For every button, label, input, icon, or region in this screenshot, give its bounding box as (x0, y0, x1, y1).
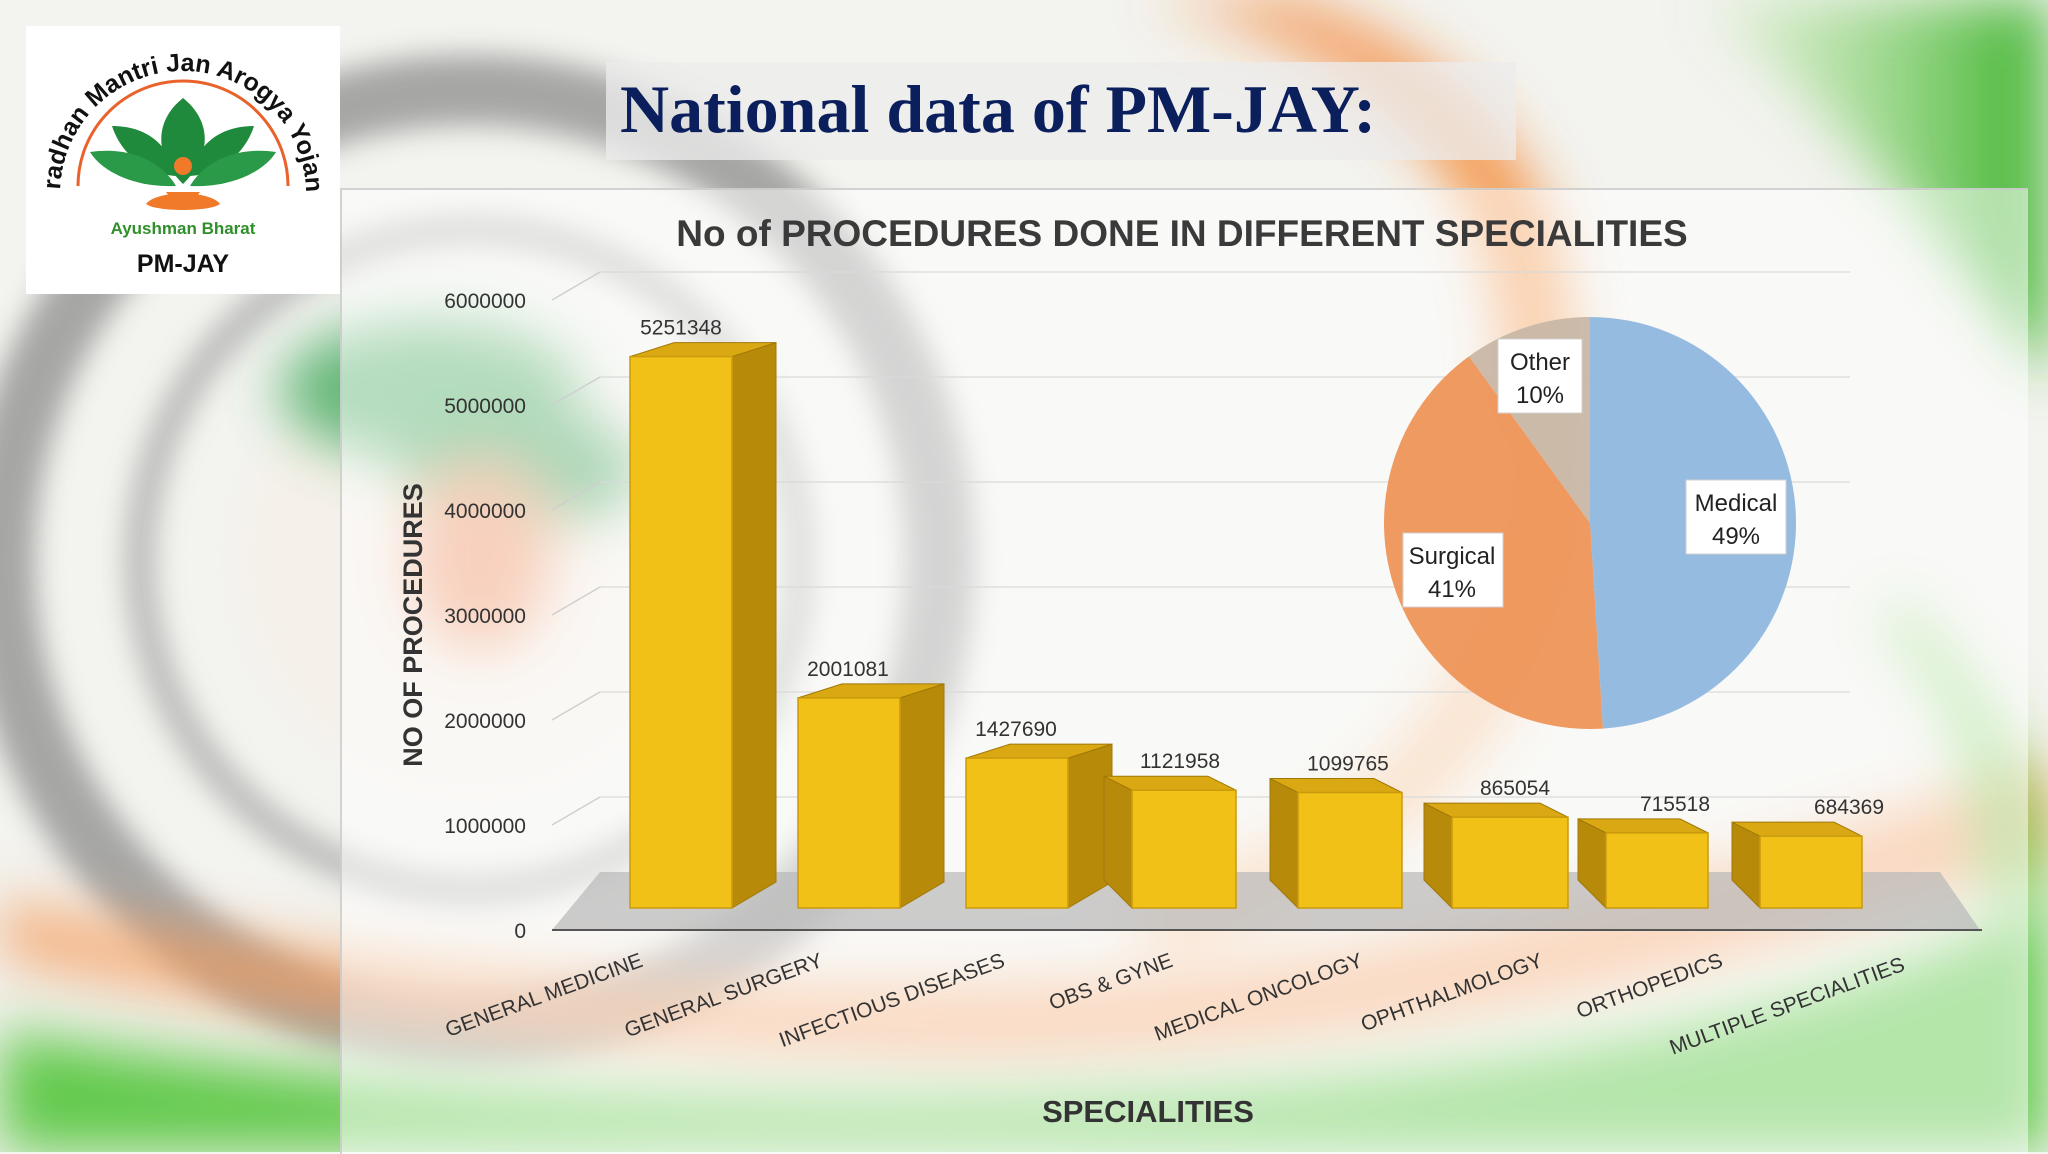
pie-percent: 10% (1516, 382, 1564, 409)
page-title: National data of PM-JAY: (620, 71, 1377, 147)
pie-label-box (1685, 479, 1787, 555)
x-tick-label: ORTHOPEDICS (1573, 949, 1725, 1023)
x-axis-label: SPECIALITIES (1042, 1094, 1254, 1129)
bar-side (899, 683, 945, 909)
y-tick-label: 0 (514, 920, 526, 943)
chart-panel (340, 188, 2028, 1154)
gridline-slant (551, 796, 601, 826)
gridline-slant (551, 376, 601, 406)
y-tick-label: 5000000 (444, 395, 526, 418)
pie-percent: 49% (1712, 523, 1760, 550)
bar-side (731, 341, 777, 909)
data-label: 5251348 (640, 317, 722, 340)
bar (1297, 791, 1403, 909)
data-label: 1099765 (1307, 753, 1389, 776)
gridline-slant (551, 271, 601, 301)
pmjay-logo: Pradhan Mantri Jan Arogya Yojana Ayushma… (26, 26, 340, 294)
bar (1131, 789, 1237, 909)
x-tick-label: GENERAL MEDICINE (442, 949, 645, 1042)
y-axis-label: NO OF PROCEDURES (398, 483, 428, 767)
logo-brand: PM-JAY (137, 250, 229, 278)
data-label: 865054 (1480, 777, 1550, 800)
y-tick-label: 6000000 (444, 290, 526, 313)
chart-title: No of PROCEDURES DONE IN DIFFERENT SPECI… (676, 213, 1687, 254)
x-tick-label: OBS & GYNE (1046, 949, 1176, 1015)
bar (797, 697, 901, 909)
pie-label-box (1497, 338, 1583, 414)
title-band (606, 62, 1516, 160)
y-tick-label: 4000000 (444, 500, 526, 523)
gridline-slant (551, 481, 601, 511)
bar (1451, 816, 1569, 909)
data-label: 684369 (1814, 796, 1884, 819)
x-tick-label: OPHTHALMOLOGY (1358, 949, 1546, 1036)
bar (629, 355, 733, 909)
bar (965, 757, 1069, 909)
pie-label-box (1402, 532, 1504, 608)
logo-subtitle: Ayushman Bharat (111, 219, 256, 238)
lotus-icon (90, 98, 276, 210)
bar (1605, 832, 1709, 909)
gridline-slant (551, 586, 601, 616)
data-label: 1427690 (975, 718, 1057, 741)
y-tick-label: 2000000 (444, 710, 526, 733)
data-label: 1121958 (1140, 750, 1220, 773)
pie-percent: 41% (1428, 576, 1476, 603)
data-label: 715518 (1640, 793, 1710, 816)
pie-label: Other (1510, 349, 1570, 376)
x-tick-label: MEDICAL ONCOLOGY (1151, 949, 1365, 1046)
data-label: 2001081 (807, 658, 889, 681)
logo-arc-line-icon (76, 79, 290, 187)
bar (1759, 835, 1863, 909)
gridline-slant (551, 691, 601, 721)
pie-label: Medical (1695, 490, 1778, 517)
pie-label: Surgical (1409, 543, 1496, 570)
y-tick-label: 3000000 (444, 605, 526, 628)
y-tick-label: 1000000 (444, 815, 526, 838)
